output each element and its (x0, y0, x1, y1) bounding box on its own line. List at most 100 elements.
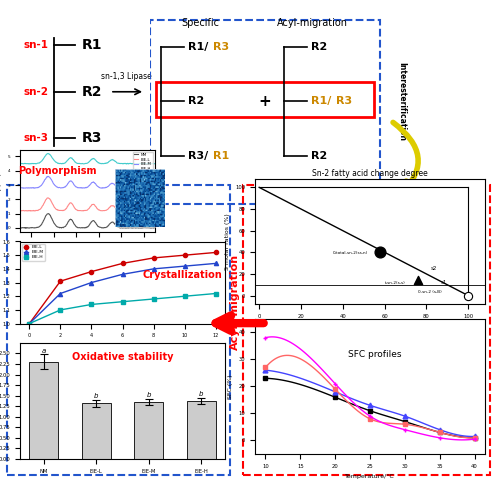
EIE-M (212, 260, 218, 266)
X-axis label: U molar ratios (%): U molar ratios (%) (342, 325, 398, 329)
Text: t-sn-2(s,s): t-sn-2(s,s) (384, 281, 406, 284)
Text: b: b (94, 393, 98, 399)
EIE-H (18, 161, 24, 167)
EIE-L (26, 321, 32, 327)
Text: Acyl--migration: Acyl--migration (230, 254, 240, 350)
EIE-M (182, 263, 188, 269)
Text: +: + (258, 94, 271, 109)
Point (464, 292, 472, 299)
Text: R3: R3 (336, 97, 352, 106)
EIE-H (45, 151, 51, 156)
NM (131, 225, 137, 230)
Point (414, 277, 422, 284)
NM (18, 225, 24, 231)
Y-axis label: SFC (%): SFC (%) (228, 374, 233, 398)
Bar (150, 20, 380, 204)
EIE-H (150, 296, 156, 302)
NM (152, 225, 158, 230)
EIE-H (26, 161, 32, 167)
Text: Polymorphism: Polymorphism (18, 166, 97, 176)
Text: R3: R3 (82, 131, 102, 145)
Text: R3/: R3/ (188, 151, 208, 160)
Text: sn-3: sn-3 (24, 133, 48, 143)
Text: Crystallization: Crystallization (143, 270, 222, 281)
Text: s1: s1 (441, 280, 448, 284)
EIE-M (140, 185, 146, 191)
EIE-L (98, 208, 103, 213)
EIE-M (98, 185, 104, 191)
Line: EIE-H: EIE-H (27, 291, 218, 326)
EIE-L (152, 208, 158, 214)
Text: a: a (42, 348, 46, 354)
EIE-L (58, 278, 64, 284)
Text: R1: R1 (82, 39, 102, 52)
Legend: NM, EIE-L, EIE-M, EIE-H: NM, EIE-L, EIE-M, EIE-H (133, 152, 153, 172)
Line: EIE-M: EIE-M (20, 176, 155, 188)
EIE-M (58, 291, 64, 297)
EIE-M (98, 185, 103, 191)
EIE-H (182, 293, 188, 299)
Title: Sn-2 fatty acid change degree: Sn-2 fatty acid change degree (312, 169, 428, 178)
Bar (187, 401, 216, 459)
NM (46, 211, 52, 216)
Line: NM: NM (20, 213, 155, 228)
NM (140, 225, 146, 230)
Text: b: b (146, 392, 151, 398)
EIE-H (132, 161, 138, 167)
EIE-L (131, 208, 137, 214)
Text: Interesterification: Interesterification (398, 62, 406, 141)
EIE-M (17, 185, 23, 191)
X-axis label: 2θ (°): 2θ (°) (80, 251, 94, 256)
EIE-H (17, 160, 23, 166)
X-axis label: Temperature/°C: Temperature/°C (345, 474, 395, 479)
Y-axis label: Intensity (a.u.): Intensity (a.u.) (0, 173, 2, 209)
Text: R3: R3 (213, 43, 229, 52)
Bar (82, 403, 110, 459)
Text: 0-total-sn-2(ss,n): 0-total-sn-2(ss,n) (332, 252, 368, 256)
EIE-L (100, 208, 106, 213)
Text: R2: R2 (82, 85, 102, 99)
EIE-L (150, 255, 156, 261)
Line: EIE-L: EIE-L (27, 250, 218, 326)
NM (98, 225, 103, 230)
EIE-M (45, 173, 51, 179)
Text: R1/: R1/ (311, 97, 332, 106)
EIE-H (98, 160, 104, 166)
Text: sn-1: sn-1 (24, 41, 48, 50)
EIE-H (58, 307, 64, 313)
EIE-H (26, 321, 32, 327)
NM (17, 225, 23, 231)
EIE-L (98, 208, 104, 213)
EIE-H (152, 161, 158, 167)
EIE-L (120, 260, 126, 266)
Y-axis label: S molar ratios (%): S molar ratios (%) (224, 213, 230, 270)
EIE-M (131, 185, 137, 191)
EIE-M (18, 185, 24, 191)
EIE-M (120, 271, 126, 277)
Bar (156, 82, 374, 117)
EIE-L (140, 208, 146, 213)
EIE-M (152, 185, 158, 191)
Bar (134, 402, 163, 459)
Bar (30, 362, 58, 459)
EIE-H (140, 160, 146, 166)
EIE-M (150, 266, 156, 272)
Text: sn-2: sn-2 (24, 87, 48, 97)
Text: Acyl-migration: Acyl-migration (277, 18, 348, 28)
EIE-H (98, 160, 104, 166)
EIE-L (138, 208, 144, 214)
EIE-L (182, 252, 188, 258)
EIE-M (88, 280, 94, 285)
Text: R2: R2 (311, 43, 327, 52)
EIE-L (88, 269, 94, 274)
EIE-M (100, 185, 106, 191)
X-axis label: Crystallization time at 10°C (min): Crystallization time at 10°C (min) (76, 344, 169, 349)
Text: R2: R2 (311, 151, 327, 160)
Point (376, 248, 384, 256)
EIE-L (17, 208, 23, 213)
Text: R1/: R1/ (188, 43, 208, 52)
EIE-L (18, 208, 24, 213)
Text: SFC profiles: SFC profiles (348, 350, 402, 359)
Text: Specific: Specific (182, 18, 220, 28)
EIE-M (26, 321, 32, 327)
